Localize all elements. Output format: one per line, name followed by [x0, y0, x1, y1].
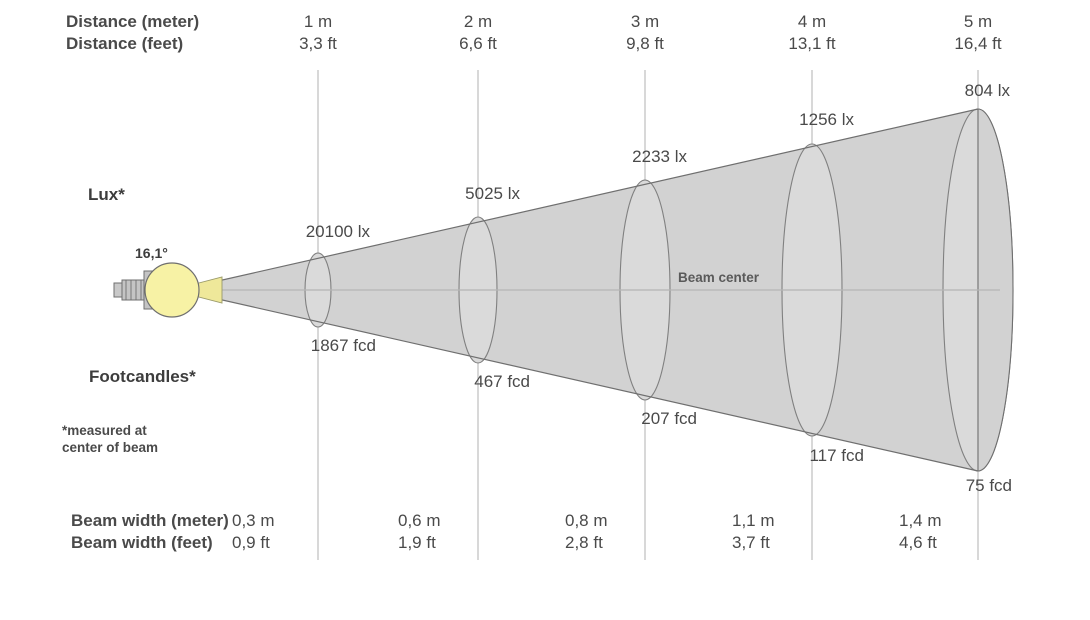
beam-angle-label: 16,1° — [135, 245, 168, 261]
beam-width-feet-3m: 2,8 ft — [565, 533, 603, 552]
lux-value-1m: 20100 lx — [305, 222, 370, 241]
cone-edge-top — [177, 108, 979, 291]
distance-feet-5m: 16,4 ft — [954, 34, 1002, 53]
beam-width-meter-4m: 1,1 m — [732, 511, 775, 530]
beam-width-feet-1m: 0,9 ft — [232, 533, 270, 552]
distance-meter-2m: 2 m — [463, 12, 493, 31]
distance-meter-3m: 3 m — [630, 12, 660, 31]
beam-width-meter-2m: 0,6 m — [398, 511, 441, 530]
distance-feet-1m: 3,3 ft — [299, 34, 337, 53]
footcandle-value-3m: 207 fcd — [641, 409, 697, 428]
footcandle-value-4m: 117 fcd — [809, 446, 864, 465]
beam-width-feet-5m: 4,6 ft — [899, 533, 937, 552]
bulb-thread-lines — [125, 280, 142, 300]
distance-meter-1m: 1 m — [303, 12, 333, 31]
beam-width-meter-1m: 0,3 m — [232, 511, 275, 530]
beam-width-feet-4m: 3,7 ft — [732, 533, 770, 552]
distance-meter-5m: 5 m — [963, 12, 993, 31]
beam-cone-edges — [177, 108, 979, 472]
beam-width-feet-row-label: Beam width (feet) — [71, 533, 213, 552]
footcandles-axis-label: Footcandles* — [89, 367, 196, 386]
beam-width-meter-3m: 0,8 m — [565, 511, 608, 530]
distance-feet-2m: 6,6 ft — [459, 34, 497, 53]
lux-value-4m: 1256 lx — [799, 110, 854, 129]
bulb-thread-tip — [113, 282, 123, 298]
beam-width-meter-5m: 1,4 m — [899, 511, 942, 530]
measurement-footnote: *measured at center of beam — [62, 423, 159, 455]
distance-feet-4m: 13,1 ft — [788, 34, 836, 53]
beam-width-meter-row-label: Beam width (meter) — [71, 511, 229, 530]
lux-value-5m: 804 lx — [964, 81, 1010, 100]
footcandle-value-2m: 467 fcd — [474, 372, 530, 391]
footcandle-value-1m: 1867 fcd — [310, 336, 376, 355]
bulb-glass — [144, 262, 200, 318]
lux-value-2m: 5025 lx — [465, 184, 520, 203]
distance-feet-row-label: Distance (feet) — [66, 34, 184, 53]
lamp-graphic — [113, 262, 200, 318]
lux-value-3m: 2233 lx — [632, 147, 687, 166]
lux-axis-label: Lux* — [88, 185, 125, 204]
distance-feet-3m: 9,8 ft — [626, 34, 664, 53]
cone-edge-bottom — [177, 289, 979, 472]
footcandle-value-5m: 75 fcd — [965, 476, 1012, 495]
beam-center-label: Beam center — [678, 270, 760, 285]
beam-width-feet-2m: 1,9 ft — [398, 533, 436, 552]
distance-meter-row-label: Distance (meter) — [66, 12, 200, 31]
distance-meter-4m: 4 m — [797, 12, 827, 31]
